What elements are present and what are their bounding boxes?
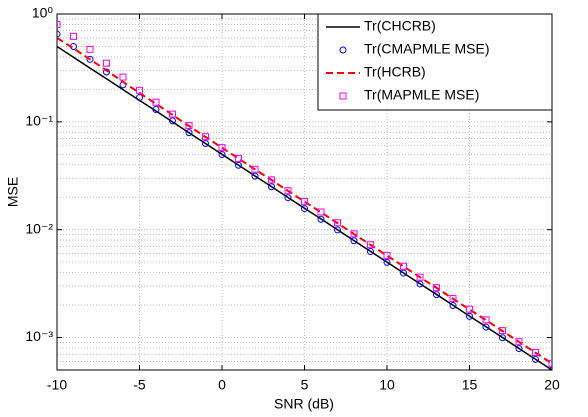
plot-area (57, 20, 552, 370)
x-tick-label: -5 (133, 377, 146, 393)
data-point (136, 94, 143, 102)
legend-label: Tr(MAPMLE MSE) (364, 87, 479, 103)
data-point (449, 302, 457, 310)
data-point (218, 150, 226, 158)
data-point (185, 129, 193, 137)
data-point (449, 295, 457, 303)
data-point (57, 20, 61, 28)
data-point (235, 154, 242, 162)
data-point (499, 334, 506, 342)
data-point (317, 208, 325, 216)
data-point (202, 133, 209, 141)
data-point (383, 258, 391, 266)
data-point (136, 86, 143, 94)
data-point (152, 98, 160, 106)
data-point (515, 345, 523, 353)
data-point (548, 359, 552, 367)
data-point (433, 291, 440, 299)
y-tick-label: 10⁻² (25, 220, 53, 236)
data-point (532, 349, 539, 357)
x-tick-label: 0 (218, 377, 226, 393)
data-point (284, 187, 292, 195)
data-point (334, 226, 341, 234)
data-point (119, 73, 127, 81)
data-point (86, 55, 94, 63)
plot-frame (56, 13, 553, 371)
x-tick-label: 20 (544, 377, 560, 393)
data-point (367, 248, 374, 256)
x-tick-label: 5 (301, 377, 309, 393)
data-point (482, 323, 490, 331)
x-tick-label: 15 (462, 377, 478, 393)
data-point (235, 161, 242, 169)
data-point (86, 45, 94, 53)
y-tick-label: 10⁻³ (25, 328, 53, 344)
data-point (400, 262, 407, 270)
y-tick-label: 10⁻¹ (25, 113, 53, 129)
data-point (482, 316, 490, 324)
data-point (57, 30, 61, 38)
data-point (515, 338, 523, 346)
data-point (185, 121, 193, 129)
data-point (433, 284, 440, 292)
data-point (367, 241, 374, 249)
data-point (416, 280, 424, 288)
data-point (284, 194, 292, 202)
data-point (400, 269, 407, 277)
data-point (103, 68, 110, 76)
data-point (268, 183, 275, 191)
data-point (532, 355, 539, 363)
data-point (169, 117, 176, 125)
legend-box (317, 13, 553, 111)
data-point (169, 110, 176, 118)
x-tick-label: 10 (379, 377, 395, 393)
legend-marker (339, 92, 347, 100)
y-axis-label: MSE (5, 177, 21, 207)
data-point (416, 273, 424, 281)
data-point (70, 32, 77, 40)
data-point (218, 144, 226, 152)
data-point (334, 219, 341, 227)
data-point (350, 237, 358, 245)
data-point (152, 106, 160, 114)
data-point (301, 205, 308, 213)
data-point (251, 172, 259, 180)
data-point (301, 197, 308, 205)
data-point (251, 165, 259, 173)
data-point (103, 59, 110, 67)
data-point (383, 251, 391, 259)
x-axis-label: SNR (dB) (274, 396, 334, 412)
legend-label: Tr(HCRB) (364, 64, 426, 80)
data-point (317, 215, 325, 223)
legend-label: Tr(CMAPMLE MSE) (364, 41, 489, 57)
data-point (268, 176, 275, 184)
data-point (466, 305, 473, 313)
y-tick-label: 10⁰ (32, 5, 54, 21)
x-tick-label: -10 (47, 377, 67, 393)
data-point (499, 327, 506, 335)
data-point (466, 312, 473, 320)
data-point (202, 139, 209, 147)
legend-marker (339, 46, 347, 54)
legend-label: Tr(CHCRB) (364, 18, 436, 34)
data-point (350, 230, 358, 238)
